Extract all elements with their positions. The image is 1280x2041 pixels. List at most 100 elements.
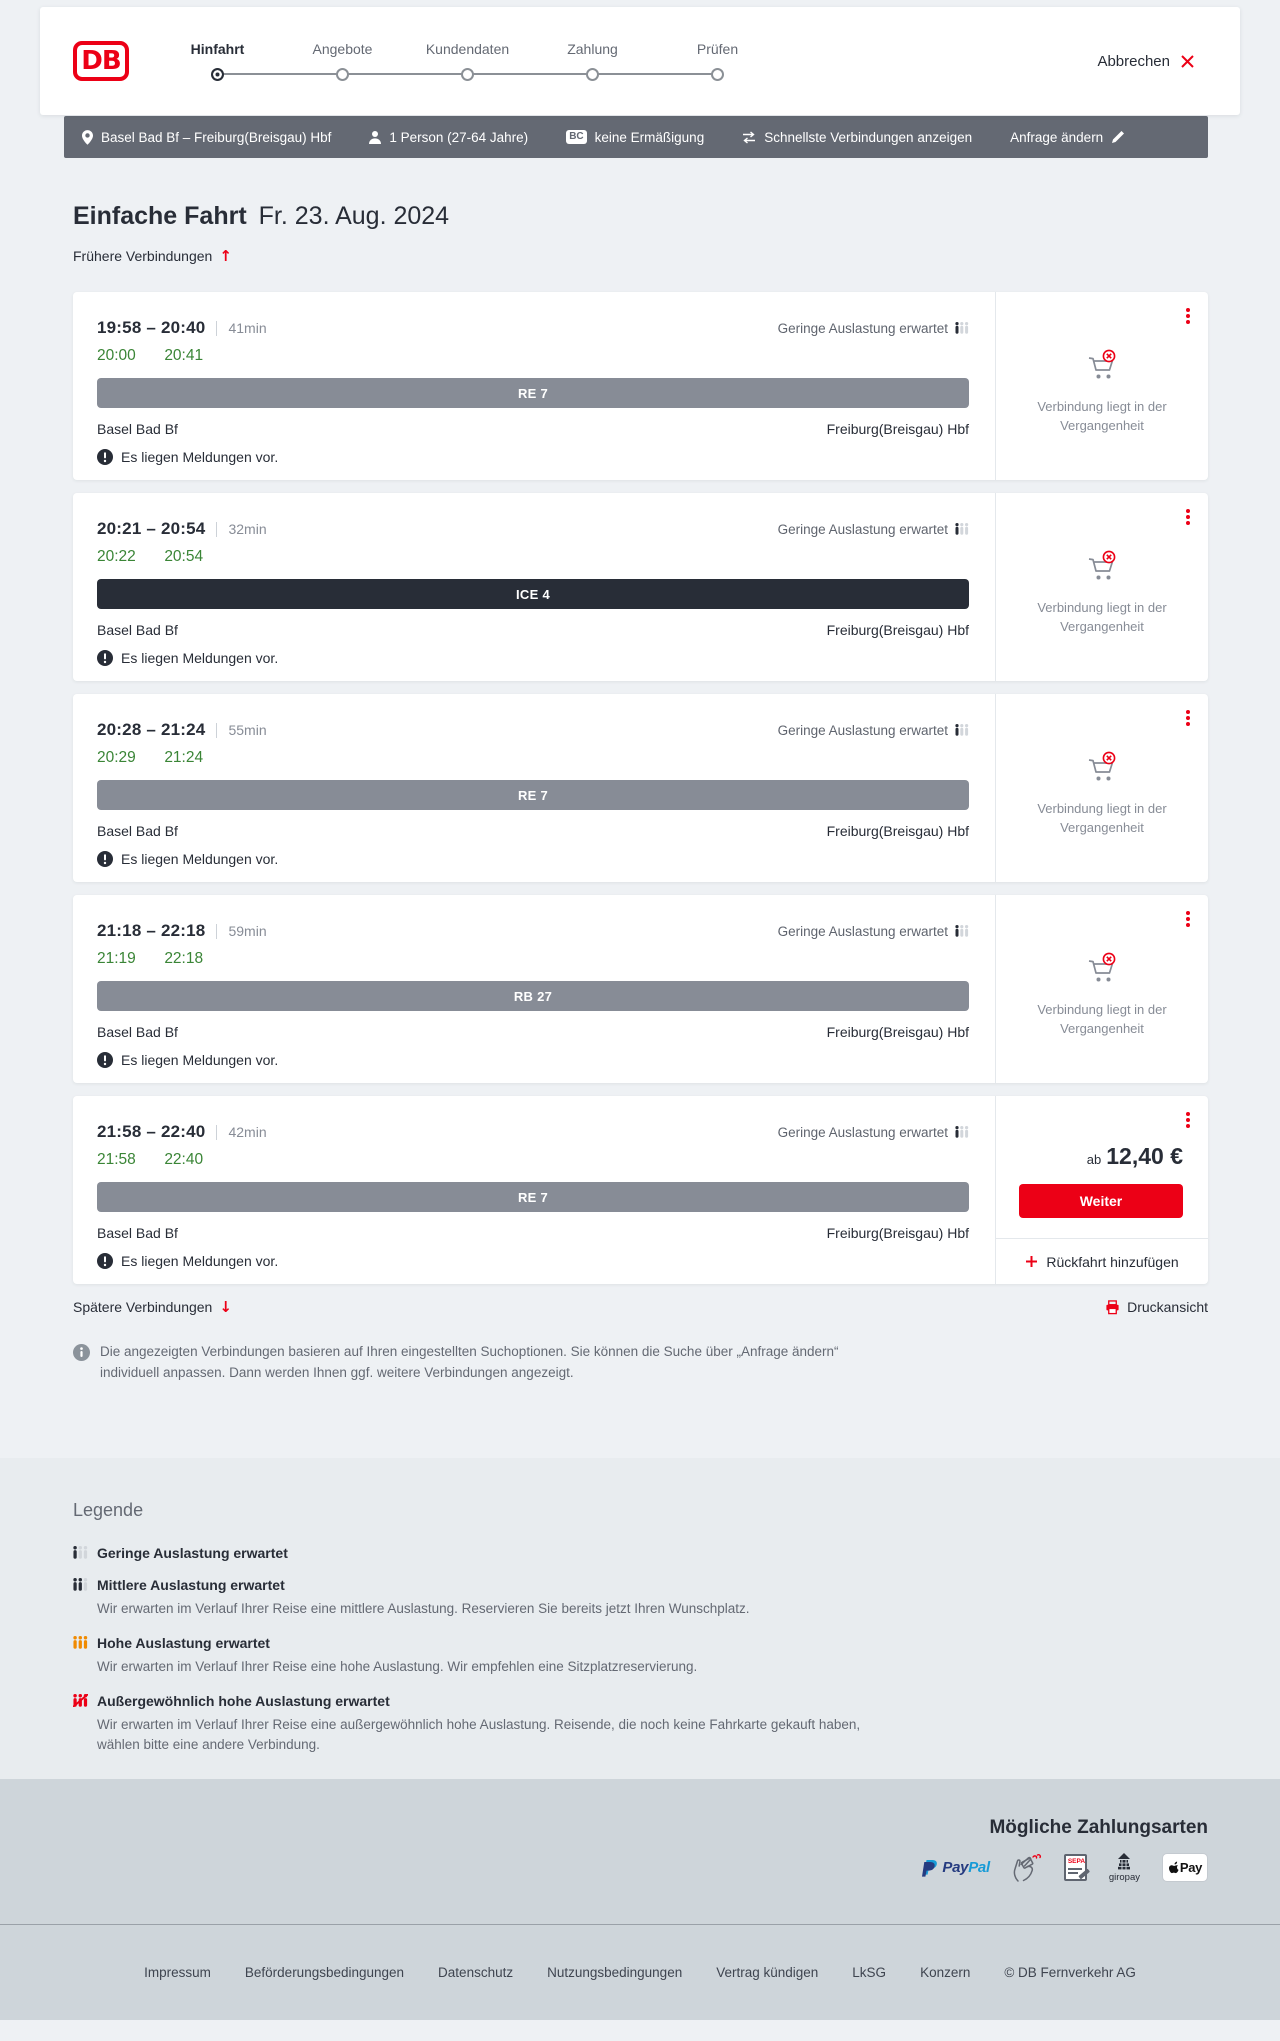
occupancy-info: Geringe Auslastung erwartet	[778, 1125, 969, 1140]
alert-icon	[97, 449, 113, 465]
later-connections-button[interactable]: Spätere Verbindungen ↓	[73, 1298, 232, 1316]
page-title: Einfache Fahrt	[73, 202, 247, 230]
footer-link-nutzungsbedingungen[interactable]: Nutzungsbedingungen	[547, 1964, 683, 1980]
destination-station: Freiburg(Breisgau) Hbf	[826, 1024, 969, 1040]
details-button[interactable]: Details	[97, 1283, 969, 1284]
earlier-connections-button[interactable]: Frühere Verbindungen ↑	[73, 247, 1208, 265]
legend-item-label: Außergewöhnlich hohe Auslastung erwartet	[97, 1692, 390, 1709]
realtime-row: 20:29 21:24	[97, 749, 969, 767]
details-button[interactable]: Details	[97, 479, 969, 480]
connection-times: 20:28 – 21:24	[97, 720, 206, 739]
occupancy-info: Geringe Auslastung erwartet	[778, 924, 969, 939]
db-logo: DB	[73, 41, 129, 81]
alert-icon	[97, 1052, 113, 1068]
payment-methods-title: Mögliche Zahlungsarten	[989, 1816, 1208, 1838]
connection-card-main: 21:18 – 22:18 59min Geringe Auslastung e…	[73, 895, 995, 1083]
footer-link-impressum[interactable]: Impressum	[144, 1964, 211, 1980]
details-button[interactable]: Details	[97, 680, 969, 681]
connection-duration: 42min	[228, 1124, 267, 1140]
payment-method-icons: PayPal SEPA giropay Pay	[73, 1852, 1208, 1883]
realtime-arrival: 22:18	[164, 950, 204, 967]
cart-unavailable-icon	[1088, 550, 1116, 580]
destination-station: Freiburg(Breisgau) Hbf	[826, 823, 969, 839]
realtime-departure: 21:19	[97, 950, 136, 967]
sepa-direct-debit-icon: SEPA	[1063, 1854, 1090, 1882]
footer-link-konzern[interactable]: Konzern	[920, 1964, 971, 1980]
continue-button[interactable]: Weiter	[1019, 1184, 1183, 1218]
train-segment-bar: RE 7	[97, 780, 969, 810]
cart-unavailable-icon	[1088, 349, 1116, 379]
cancel-label: Abbrechen	[1097, 52, 1170, 70]
footer-link-lksg[interactable]: LkSG	[852, 1964, 887, 1980]
notice-label: Es liegen Meldungen vor.	[121, 851, 279, 867]
results-main: Einfache Fahrt Fr. 23. Aug. 2024 Frühere…	[73, 202, 1208, 1458]
occupancy-high-icon	[73, 1636, 88, 1650]
cancel-button[interactable]: Abbrechen	[1097, 53, 1195, 70]
later-connections-label: Spätere Verbindungen	[73, 1299, 213, 1315]
details-button[interactable]: Details	[97, 881, 969, 882]
connection-card-side: Verbindung liegt in der Vergangenheit	[995, 292, 1208, 480]
realtime-arrival: 20:41	[164, 347, 204, 364]
step-angebote[interactable]: Angebote	[280, 41, 405, 81]
occupancy-info: Geringe Auslastung erwartet	[778, 723, 969, 738]
search-info-note: Die angezeigten Verbindungen basieren au…	[73, 1342, 873, 1384]
origin-station: Basel Bad Bf	[97, 1225, 178, 1241]
step-label: Prüfen	[696, 41, 739, 57]
connection-card-main: 20:28 – 21:24 55min Geringe Auslastung e…	[73, 694, 995, 882]
pencil-icon	[1078, 1868, 1090, 1879]
footer-link-vertrag-kuendigen[interactable]: Vertrag kündigen	[716, 1964, 819, 1980]
notice-label: Es liegen Meldungen vor.	[121, 1253, 279, 1269]
step-label: Angebote	[312, 41, 373, 57]
pencil-icon	[1112, 131, 1125, 143]
more-options-button[interactable]	[1184, 708, 1192, 728]
destination-station: Freiburg(Breisgau) Hbf	[826, 421, 969, 437]
progress-steps: Hinfahrt Angebote Kundendaten Zahlung Pr…	[155, 41, 780, 81]
details-button[interactable]: Details	[97, 1082, 969, 1083]
train-segment-bar: ICE 4	[97, 579, 969, 609]
separator	[216, 521, 218, 537]
trip-route-label: Basel Bad Bf – Freiburg(Breisgau) Hbf	[101, 129, 332, 145]
step-hinfahrt[interactable]: Hinfahrt	[155, 41, 280, 81]
step-kundendaten[interactable]: Kundendaten	[405, 41, 530, 81]
legend-item-very-high: Außergewöhnlich hohe Auslastung erwartet…	[73, 1693, 1208, 1755]
connection-duration: 55min	[228, 722, 267, 738]
details-label: Details	[502, 881, 545, 882]
add-return-button[interactable]: Rückfahrt hinzufügen	[996, 1238, 1208, 1284]
apple-pay-label: Pay	[1179, 1860, 1203, 1876]
footer-link-datenschutz[interactable]: Datenschutz	[438, 1964, 514, 1980]
occupancy-low-icon	[955, 724, 969, 736]
print-view-button[interactable]: Druckansicht	[1105, 1299, 1208, 1315]
close-icon	[1181, 54, 1194, 68]
price-prefix: ab	[1086, 1152, 1102, 1167]
more-options-button[interactable]	[1184, 306, 1192, 326]
connection-times: 21:58 – 22:40	[97, 1122, 206, 1141]
more-options-button[interactable]	[1184, 909, 1192, 929]
step-zahlung[interactable]: Zahlung	[530, 41, 655, 81]
arrow-down-icon: ↓	[219, 1298, 232, 1316]
connection-card-side: ab 12,40 € Weiter Rückfahrt hinzufügen	[995, 1096, 1208, 1284]
more-options-button[interactable]	[1184, 1110, 1192, 1130]
notice-label: Es liegen Meldungen vor.	[121, 650, 279, 666]
earlier-connections-label: Frühere Verbindungen	[73, 248, 213, 264]
connection-list: 19:58 – 20:40 41min Geringe Auslastung e…	[73, 292, 1208, 1284]
origin-station: Basel Bad Bf	[97, 1024, 178, 1040]
legend-item-low: Geringe Auslastung erwartet	[73, 1545, 1208, 1561]
past-connection-message: Verbindung liegt in der Vergangenheit	[1037, 600, 1167, 634]
connection-duration: 59min	[228, 923, 267, 939]
connection-card: 20:28 – 21:24 55min Geringe Auslastung e…	[73, 694, 1208, 882]
footer-link-befoerderungsbedingungen[interactable]: Beförderungsbedingungen	[244, 1964, 405, 1980]
connection-card: 20:21 – 20:54 32min Geringe Auslastung e…	[73, 493, 1208, 681]
past-connection-message: Verbindung liegt in der Vergangenheit	[1037, 1002, 1167, 1036]
more-options-button[interactable]	[1184, 507, 1192, 527]
occupancy-low-icon	[955, 1126, 969, 1138]
step-dot	[461, 68, 474, 81]
occupancy-label: Geringe Auslastung erwartet	[777, 1124, 948, 1140]
paypal-icon: PayPal	[921, 1858, 990, 1878]
paypal-word-pal: Pal	[968, 1859, 990, 1877]
connection-card-main: 21:58 – 22:40 42min Geringe Auslastung e…	[73, 1096, 995, 1284]
edit-request-button[interactable]: Anfrage ändern	[1010, 130, 1125, 145]
step-pruefen[interactable]: Prüfen	[655, 41, 780, 81]
price-value: 12,40 €	[1106, 1143, 1183, 1169]
trip-filter[interactable]: Schnellste Verbindungen anzeigen	[742, 130, 972, 145]
destination-station: Freiburg(Breisgau) Hbf	[826, 1225, 969, 1241]
